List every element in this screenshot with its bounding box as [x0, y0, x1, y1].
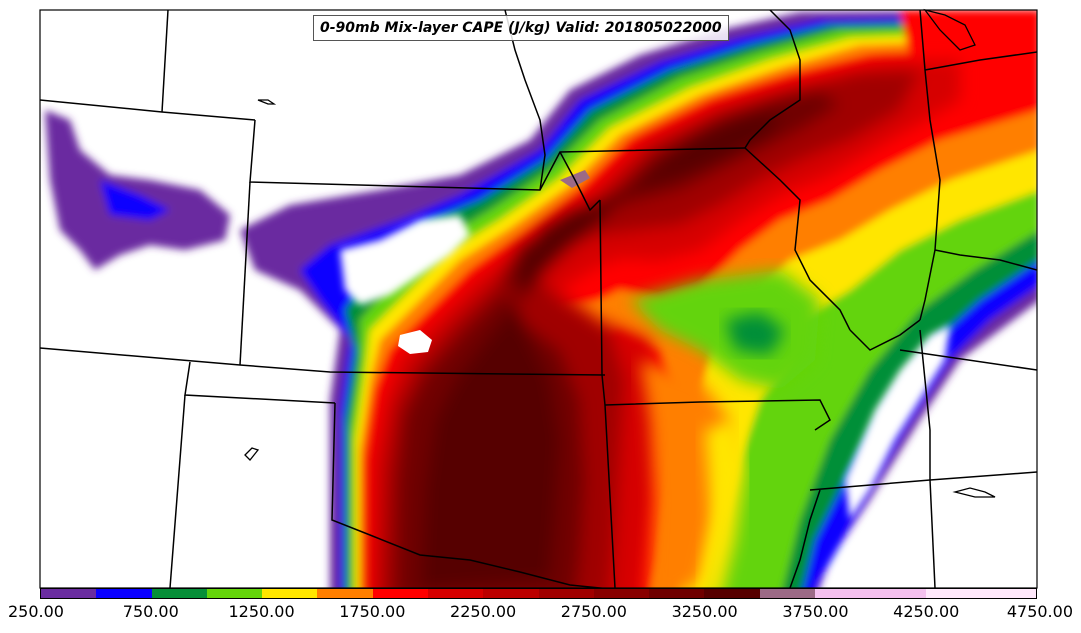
colorbar-segment	[317, 589, 373, 598]
colorbar-segment	[870, 589, 926, 598]
colorbar-segment	[538, 589, 594, 598]
colorbar-tick-label: 1250.00	[228, 602, 295, 621]
colorbar-segment	[814, 589, 871, 598]
colorbar-segment	[759, 589, 815, 598]
colorbar-segment	[704, 589, 760, 598]
colorbar-tick-label: 3250.00	[671, 602, 738, 621]
colorbar-tick-label: 1750.00	[339, 602, 406, 621]
lake-outlines	[244, 8, 996, 498]
colorbar-tick-label: 4250.00	[893, 602, 960, 621]
colorbar-segment	[262, 589, 318, 598]
colorbar-segment	[925, 589, 981, 598]
state-boundaries	[40, 10, 1037, 588]
colorbar-segment	[483, 589, 539, 598]
colorbar-tick-label: 2750.00	[560, 602, 627, 621]
colorbar	[40, 588, 1037, 599]
colorbar-segment	[593, 589, 650, 598]
colorbar-segment	[151, 589, 207, 598]
cape-field	[45, 10, 1037, 588]
colorbar-segment	[427, 589, 484, 598]
colorbar-tick-label: 750.00	[122, 602, 179, 621]
colorbar-tick-label: 2250.00	[450, 602, 517, 621]
colorbar-segment	[96, 589, 152, 598]
colorbar-segment	[980, 589, 1037, 598]
colorbar-tick-label: 4750.00	[1006, 602, 1073, 621]
colorbar-tick-label: 3750.00	[782, 602, 849, 621]
colorbar-tick-label: 250.00	[8, 602, 64, 621]
colorbar-segment	[41, 589, 97, 598]
map-title: 0-90mb Mix-layer CAPE (J/kg) Valid: 2018…	[313, 15, 729, 41]
colorbar-segment	[649, 589, 705, 598]
colorbar-segment	[206, 589, 263, 598]
colorbar-segment	[372, 589, 428, 598]
